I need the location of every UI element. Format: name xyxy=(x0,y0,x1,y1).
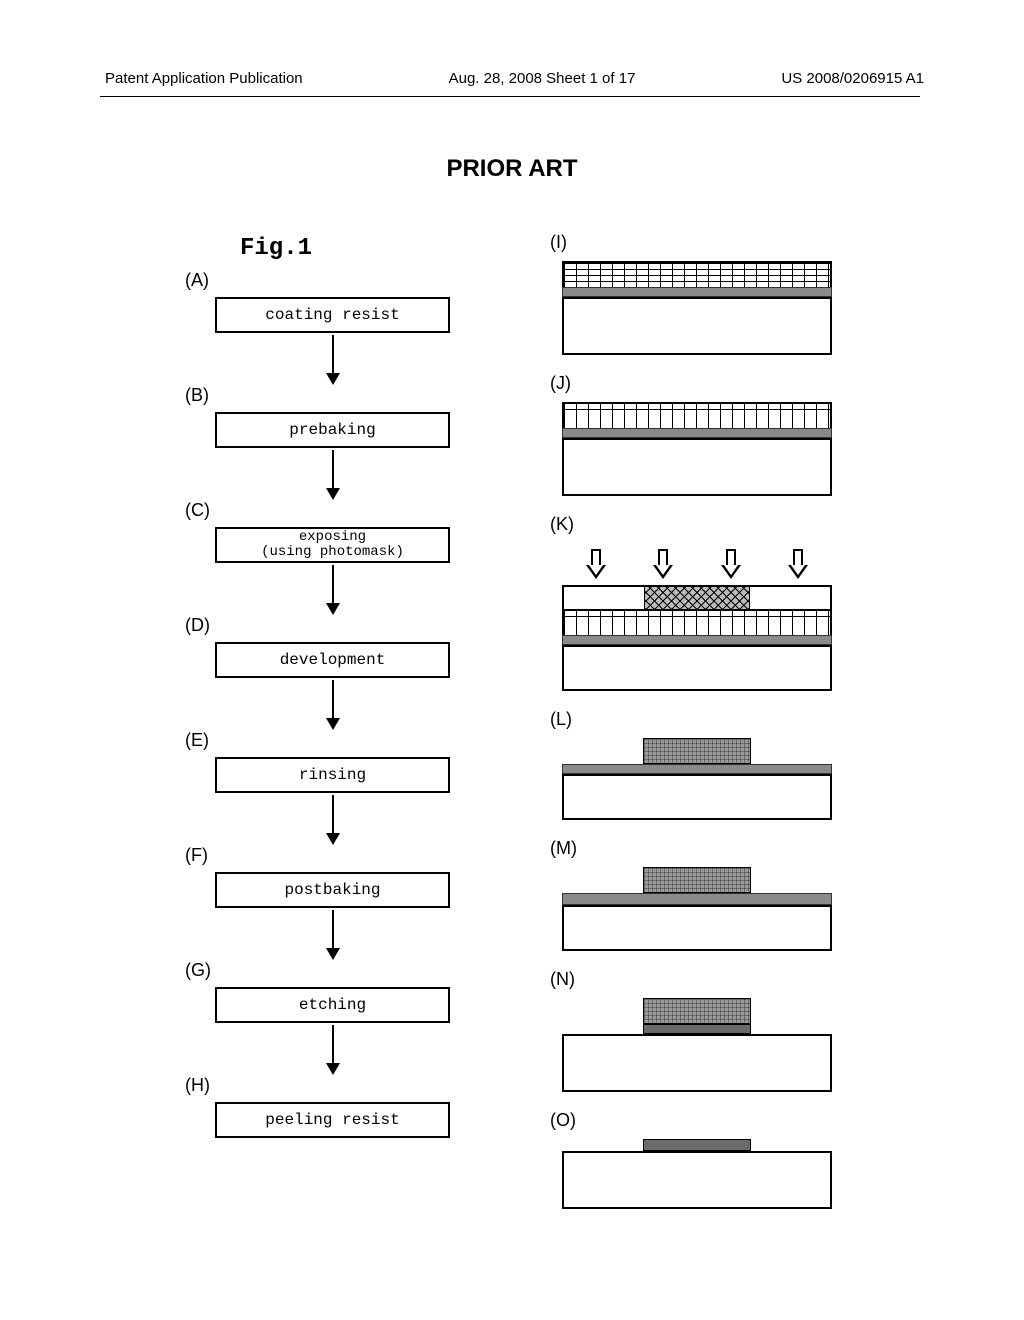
diagram-label: (I) xyxy=(550,232,850,253)
substrate-layer xyxy=(562,1034,832,1092)
flow-step-B: (B) prebaking xyxy=(185,385,465,448)
arrow-down-icon xyxy=(215,795,450,845)
arrow-down-icon xyxy=(215,335,450,385)
thinfilm-patterned xyxy=(562,1024,832,1034)
header-left: Patent Application Publication xyxy=(105,70,303,87)
resist-layer xyxy=(562,609,832,635)
diagram-J: (J) xyxy=(550,373,850,496)
arrow-down-icon xyxy=(215,910,450,960)
thinfilm-layer xyxy=(562,287,832,297)
thinfilm-layer xyxy=(562,764,832,774)
exposure-arrows xyxy=(562,543,832,581)
step-box: etching xyxy=(215,987,450,1023)
step-box: development xyxy=(215,642,450,678)
step-box: exposing (using photomask) xyxy=(215,527,450,563)
substrate-layer xyxy=(562,905,832,951)
diagram-label: (N) xyxy=(550,969,850,990)
cross-section xyxy=(562,543,832,691)
down-arrow-icon xyxy=(721,549,741,581)
flow-step-G: (G) etching xyxy=(185,960,465,1023)
arrow-down-icon xyxy=(215,450,450,500)
flowchart-column: (A) coating resist (B) prebaking (C) exp… xyxy=(185,270,465,1140)
step-label: (D) xyxy=(185,615,465,636)
figure-label: Fig.1 xyxy=(240,235,312,262)
flow-step-H: (H) peeling resist xyxy=(185,1075,465,1138)
resist-patterned xyxy=(562,867,832,893)
thinfilm-layer xyxy=(562,893,832,905)
diagram-O: (O) xyxy=(550,1110,850,1209)
diagram-label: (M) xyxy=(550,838,850,859)
step-label: (H) xyxy=(185,1075,465,1096)
thinfilm-layer xyxy=(562,635,832,645)
step-box: coating resist xyxy=(215,297,450,333)
diagram-N: (N) xyxy=(550,969,850,1092)
flow-step-E: (E) rinsing xyxy=(185,730,465,793)
step-label: (E) xyxy=(185,730,465,751)
photomask-layer xyxy=(562,585,832,609)
down-arrow-icon xyxy=(586,549,606,581)
header-rule xyxy=(100,96,920,97)
substrate-layer xyxy=(562,774,832,820)
prior-art-title: PRIOR ART xyxy=(0,155,1024,183)
resist-layer xyxy=(562,261,832,287)
substrate-layer xyxy=(562,438,832,496)
diagram-I: (I) xyxy=(550,232,850,355)
diagram-M: (M) xyxy=(550,838,850,951)
down-arrow-icon xyxy=(653,549,673,581)
step-label: (A) xyxy=(185,270,465,291)
thinfilm-layer xyxy=(562,428,832,438)
step-label: (F) xyxy=(185,845,465,866)
flow-step-F: (F) postbaking xyxy=(185,845,465,908)
diagram-column: (I) (J) (K) (L) xyxy=(550,232,850,1227)
substrate-layer xyxy=(562,1151,832,1209)
diagram-label: (L) xyxy=(550,709,850,730)
cross-section xyxy=(562,998,832,1092)
step-label: (C) xyxy=(185,500,465,521)
step-box: peeling resist xyxy=(215,1102,450,1138)
arrow-down-icon xyxy=(215,1025,450,1075)
diagram-label: (O) xyxy=(550,1110,850,1131)
header-center: Aug. 28, 2008 Sheet 1 of 17 xyxy=(449,70,636,87)
diagram-label: (J) xyxy=(550,373,850,394)
step-box: rinsing xyxy=(215,757,450,793)
diagram-label: (K) xyxy=(550,514,850,535)
step-label: (B) xyxy=(185,385,465,406)
flow-step-D: (D) development xyxy=(185,615,465,678)
step-box: postbaking xyxy=(215,872,450,908)
diagram-L: (L) xyxy=(550,709,850,820)
step-box: prebaking xyxy=(215,412,450,448)
flow-step-C: (C) exposing (using photomask) xyxy=(185,500,465,563)
substrate-layer xyxy=(562,297,832,355)
cross-section xyxy=(562,402,832,496)
cross-section xyxy=(562,867,832,951)
header-right: US 2008/0206915 A1 xyxy=(781,70,924,87)
cross-section xyxy=(562,738,832,820)
substrate-layer xyxy=(562,645,832,691)
resist-layer xyxy=(562,402,832,428)
flow-step-A: (A) coating resist xyxy=(185,270,465,333)
arrow-down-icon xyxy=(215,565,450,615)
down-arrow-icon xyxy=(788,549,808,581)
page-header: Patent Application Publication Aug. 28, … xyxy=(0,70,1024,87)
thinfilm-patterned xyxy=(562,1139,832,1151)
cross-section xyxy=(562,1139,832,1209)
arrow-down-icon xyxy=(215,680,450,730)
cross-section xyxy=(562,261,832,355)
step-label: (G) xyxy=(185,960,465,981)
mask-pattern xyxy=(644,587,750,609)
diagram-K: (K) xyxy=(550,514,850,691)
resist-patterned xyxy=(562,738,832,764)
resist-patterned xyxy=(562,998,832,1024)
